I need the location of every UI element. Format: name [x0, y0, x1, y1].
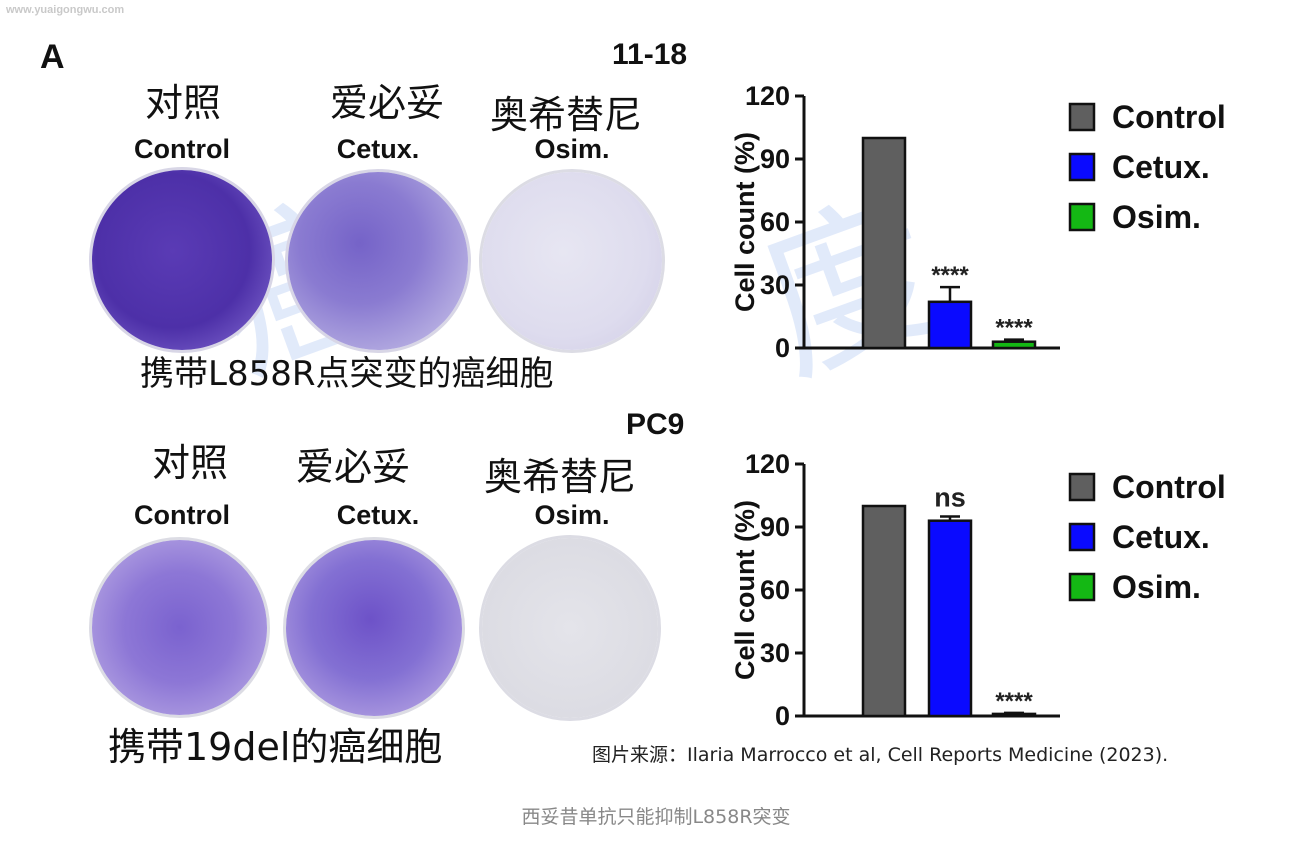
significance-label: ****	[931, 262, 969, 289]
bar-cetux	[927, 300, 973, 350]
legend-swatch	[1068, 102, 1096, 132]
legend-swatch	[1068, 522, 1096, 552]
significance-label: ns	[934, 483, 966, 513]
y-tick-label: 30	[760, 638, 790, 668]
dish-cetux	[286, 540, 462, 716]
y-tick-label: 0	[775, 701, 790, 731]
y-axis-label: Cell count (%)	[730, 500, 760, 680]
y-tick-label: 90	[760, 512, 790, 542]
dish-label-en: Osim.	[534, 134, 610, 164]
y-tick-label: 60	[760, 207, 790, 237]
legend-swatch	[1068, 472, 1096, 502]
bar-chart-pc9: 0 30 60 90 120 Cell count (%) ns **** Control Cet…	[730, 449, 1226, 731]
dish-label-zh: 对照	[145, 81, 222, 125]
dish-control	[92, 540, 267, 715]
row-caption: 携带L858R点突变的癌细胞	[140, 354, 554, 394]
legend-swatch	[1068, 202, 1096, 232]
legend-label: Control	[1112, 469, 1226, 505]
dish-label-en: Cetux.	[336, 500, 420, 530]
bar-chart-11-18: 0 30 60 90 120 Cell count (%) **** **** Control C…	[730, 81, 1226, 363]
figure-caption: 西妥昔单抗只能抑制L858R突变	[521, 806, 791, 828]
dish-label-en: Osim.	[534, 500, 610, 530]
y-tick-label: 120	[745, 81, 790, 111]
dish-label-en: Cetux.	[336, 134, 420, 164]
watermark-site: www.yuaigongwu.com	[6, 4, 125, 16]
y-tick-label: 90	[760, 144, 790, 174]
legend-label: Control	[1112, 99, 1226, 135]
legend-label: Cetux.	[1112, 149, 1210, 185]
dish-label-en: Control	[134, 134, 230, 164]
dish-control	[92, 170, 272, 350]
bar-osim	[991, 340, 1037, 350]
legend-swatch	[1068, 572, 1096, 602]
y-tick-label: 30	[760, 270, 790, 300]
significance-label: ****	[995, 688, 1033, 715]
dish-label-zh: 爱必妥	[330, 81, 445, 125]
row-caption: 携带19del的癌细胞	[108, 725, 443, 769]
legend-label: Cetux.	[1112, 519, 1210, 555]
y-tick-label: 0	[775, 333, 790, 363]
image-credit: 图片来源：Ilaria Marrocco et al, Cell Reports…	[592, 744, 1169, 766]
legend-label: Osim.	[1112, 569, 1201, 605]
cell-line-title: 11-18	[612, 38, 688, 71]
panel-letter: A	[40, 38, 65, 76]
significance-label: ****	[995, 315, 1033, 342]
legend-label: Osim.	[1112, 199, 1201, 235]
dish-cetux	[288, 172, 468, 350]
bar-control	[861, 504, 907, 718]
dish-label-zh: 爱必妥	[296, 445, 411, 489]
dish-label-zh: 对照	[152, 441, 229, 485]
dish-label-zh: 奥希替尼	[484, 455, 637, 499]
bar-cetux	[927, 519, 973, 718]
y-tick-label: 60	[760, 575, 790, 605]
dish-osim	[482, 172, 662, 350]
dish-label-en: Control	[134, 500, 230, 530]
dish-osim	[482, 538, 658, 718]
dish-label-zh: 奥希替尼	[490, 93, 643, 137]
y-tick-label: 120	[745, 449, 790, 479]
bar-control	[861, 136, 907, 350]
y-axis-label: Cell count (%)	[730, 132, 760, 312]
legend-swatch	[1068, 152, 1096, 182]
cell-line-title: PC9	[626, 408, 685, 441]
